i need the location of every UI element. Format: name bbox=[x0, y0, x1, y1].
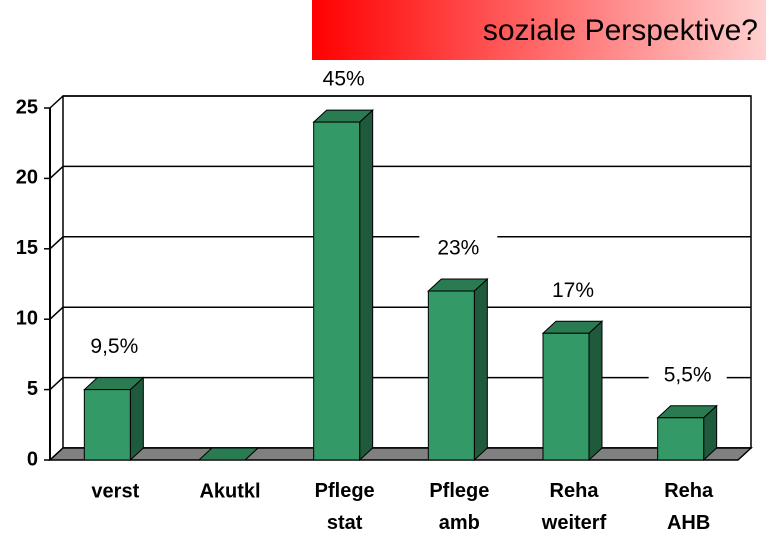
grid-line bbox=[49, 306, 64, 320]
annotation-bg bbox=[419, 235, 498, 264]
y-tick-label: 20 bbox=[16, 167, 38, 189]
bar bbox=[542, 332, 590, 461]
annotation: 17% bbox=[552, 279, 594, 302]
grid-line bbox=[49, 236, 64, 250]
y-tick-label: 15 bbox=[16, 237, 38, 259]
x-tick-label: Reha AHB bbox=[664, 480, 714, 534]
bar-side bbox=[588, 320, 603, 462]
x-tick-label: Akutkl bbox=[199, 480, 260, 502]
x-tick-label: Pflege amb bbox=[429, 480, 489, 534]
y-tick-label: 25 bbox=[16, 96, 38, 118]
bar bbox=[657, 417, 705, 461]
y-tick-label: 0 bbox=[27, 448, 38, 470]
x-tick-label: verst bbox=[91, 480, 139, 502]
annotation-bg bbox=[304, 66, 383, 95]
x-tick-label: Reha weiterf bbox=[541, 480, 607, 534]
bar-side bbox=[359, 108, 374, 462]
back-wall bbox=[62, 95, 752, 449]
bar bbox=[313, 121, 361, 461]
y-tick-label: 5 bbox=[27, 378, 38, 400]
annotation: 23% bbox=[437, 237, 479, 260]
grid-line bbox=[49, 377, 64, 391]
bar-top bbox=[197, 447, 260, 461]
x-tick-label: Pflege stat bbox=[315, 480, 375, 534]
chart-title: soziale Perspektive? bbox=[483, 14, 758, 47]
floor bbox=[48, 447, 753, 461]
annotation-bg bbox=[648, 361, 727, 390]
title-banner bbox=[312, 0, 766, 60]
bar bbox=[427, 290, 475, 461]
bar-side bbox=[129, 376, 144, 462]
grid-line bbox=[49, 165, 64, 179]
y-tick-label: 10 bbox=[16, 307, 38, 329]
grid-line bbox=[49, 95, 64, 109]
annotation-bg bbox=[534, 277, 612, 306]
annotation: 45% bbox=[323, 68, 365, 91]
bar-side bbox=[473, 277, 488, 462]
annotation-bg bbox=[75, 333, 154, 362]
annotation: 5,5% bbox=[664, 363, 712, 386]
annotation: 9,5% bbox=[90, 335, 138, 358]
bar bbox=[83, 389, 131, 461]
